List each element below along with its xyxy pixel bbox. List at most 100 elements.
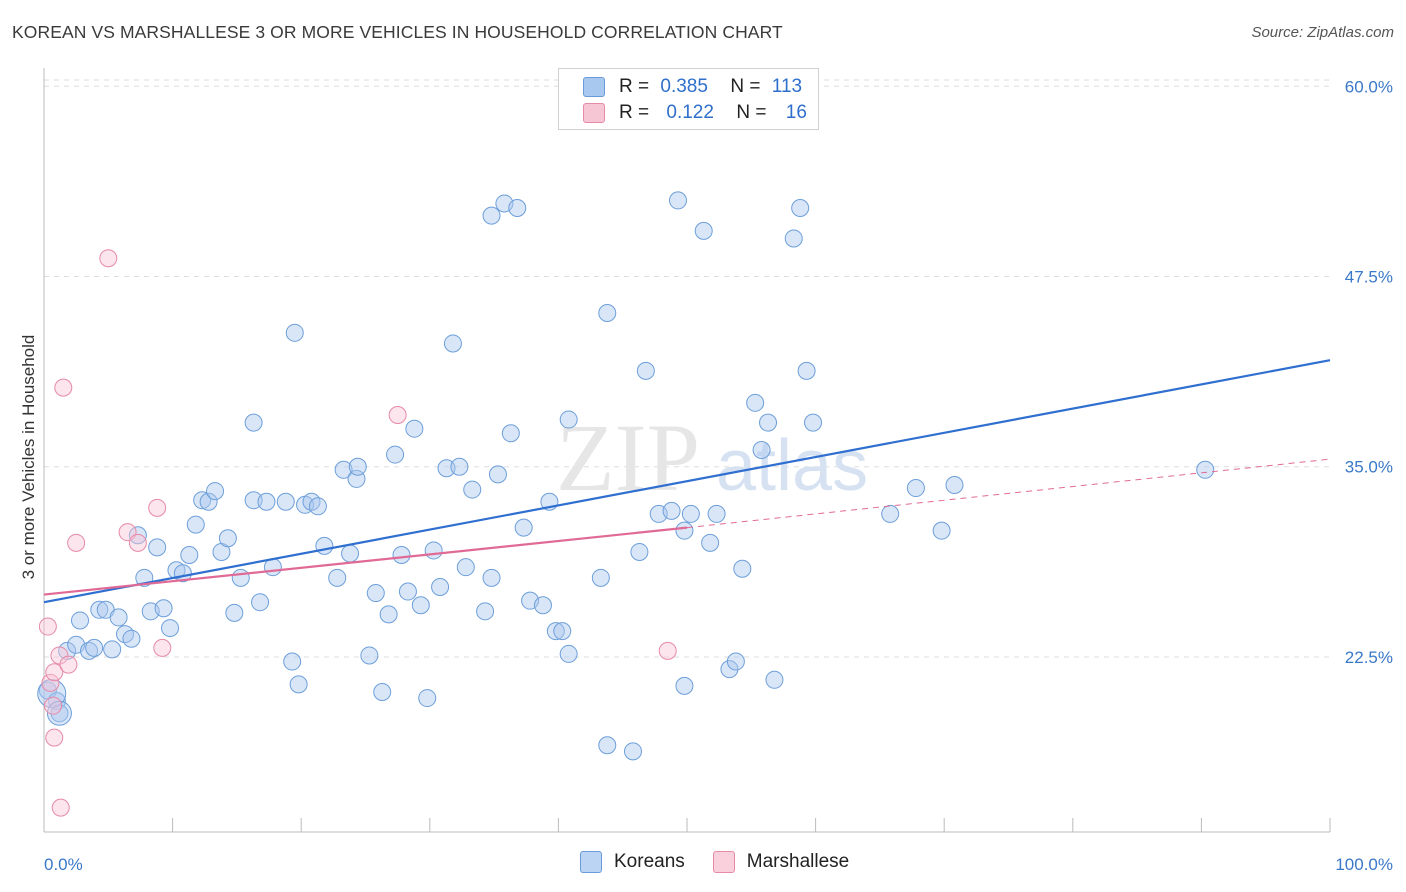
korean-point [746, 393, 765, 412]
korean-point [752, 441, 771, 459]
y-tick-label: 35.0% [1345, 458, 1393, 477]
korean-point [623, 742, 642, 761]
korean-point [437, 459, 456, 478]
bottom-legend-koreans: Koreans [580, 851, 685, 873]
korean-point [791, 199, 810, 218]
korean-point [218, 529, 237, 548]
korean-point [681, 504, 700, 523]
korean-point [193, 491, 212, 510]
bottom-legend-swatch-koreans [580, 851, 602, 873]
marshallese-point [45, 663, 64, 682]
korean-point [398, 582, 417, 601]
korean-point [488, 465, 507, 484]
korean-point [424, 541, 443, 560]
marshallese-point [38, 617, 57, 636]
korean-point [598, 304, 617, 323]
korean-point [37, 679, 67, 709]
marshallese-point [41, 673, 60, 692]
korean-point [945, 476, 964, 495]
korean-point [726, 652, 745, 671]
korean-point [675, 676, 694, 695]
marshallese-point [44, 696, 63, 715]
chart-title: KOREAN VS MARSHALLESE 3 OR MORE VEHICLES… [12, 22, 783, 42]
legend: R = 0.385 N = 113 R = 0.122 N = 16 [558, 68, 819, 130]
legend-row-koreans: R = 0.385 N = 113 [583, 75, 802, 99]
korean-point [546, 622, 565, 641]
korean-point [463, 480, 482, 499]
marshallese-points [38, 249, 677, 817]
korean-point [109, 608, 128, 627]
korean-point [154, 599, 173, 618]
marshallese-point [388, 405, 407, 424]
korean-point [85, 638, 104, 657]
marshallese-point [128, 533, 147, 552]
korean-point [348, 457, 367, 476]
chart-source: Source: ZipAtlas.com [1251, 24, 1394, 41]
korean-point [283, 652, 302, 671]
korean-point [804, 413, 823, 432]
marshallese-point [54, 378, 73, 397]
legend-n-value: 16 [785, 102, 807, 123]
legend-n-label: N = [730, 76, 761, 97]
korean-point [392, 546, 411, 565]
korean-point [366, 584, 385, 603]
legend-r-label: R = [619, 76, 650, 97]
korean-point [720, 660, 739, 679]
korean-point [482, 206, 501, 225]
korean-point [373, 682, 392, 701]
x-tick-label: 0.0% [44, 855, 83, 874]
marshallese-point [99, 249, 118, 268]
korean-point [701, 533, 720, 552]
marshallese-point [59, 655, 78, 674]
korean-point [668, 191, 687, 210]
korean-point [675, 521, 694, 540]
korean-point [257, 492, 276, 511]
korean-point [765, 670, 784, 689]
marshallese-point [50, 646, 69, 665]
x-tick-label: 100.0% [1335, 855, 1393, 874]
korean-point [501, 424, 520, 443]
korean-point [289, 675, 308, 694]
marshallese-point [67, 533, 86, 552]
korean-point [148, 538, 167, 557]
korean-point [341, 544, 360, 563]
korean-point [276, 492, 295, 511]
korean-point [285, 323, 304, 342]
korean-point [244, 491, 263, 510]
korean-point [244, 413, 263, 432]
korean-point [694, 221, 713, 240]
korean-point [328, 568, 347, 587]
korean-point [71, 611, 90, 630]
bottom-legend-label-koreans: Koreans [614, 851, 685, 872]
korean-point [405, 419, 424, 438]
korean-point [797, 361, 816, 380]
korean-point [80, 641, 99, 660]
korean-point [906, 479, 925, 498]
korean-point [334, 460, 353, 479]
marshallese-point [45, 728, 64, 747]
legend-r-label: R = [619, 102, 650, 123]
korean-point [186, 515, 205, 534]
korean-point [122, 629, 141, 648]
korean-point [443, 334, 462, 353]
legend-n-value: 113 [771, 76, 803, 97]
legend-r-value: 0.385 [660, 76, 708, 97]
korean-point [308, 497, 327, 516]
korean-point [533, 596, 552, 615]
y-tick-label: 47.5% [1345, 268, 1393, 287]
korean-point [553, 622, 572, 641]
watermark-atlas: atlas [716, 426, 868, 506]
marshallese-point [51, 798, 70, 817]
korean-point [1196, 460, 1215, 479]
korean-point [482, 568, 501, 587]
marshallese-trend-line [43, 526, 688, 596]
korean-point [784, 229, 803, 248]
korean-point [559, 410, 578, 429]
korean-point [411, 596, 430, 615]
korean-point [759, 413, 778, 432]
koreans-trend-line [43, 359, 1331, 604]
marshallese-trend-extension [686, 458, 1331, 529]
y-tick-label: 60.0% [1345, 77, 1393, 96]
korean-point [46, 700, 72, 726]
marshallese-point [658, 641, 677, 660]
